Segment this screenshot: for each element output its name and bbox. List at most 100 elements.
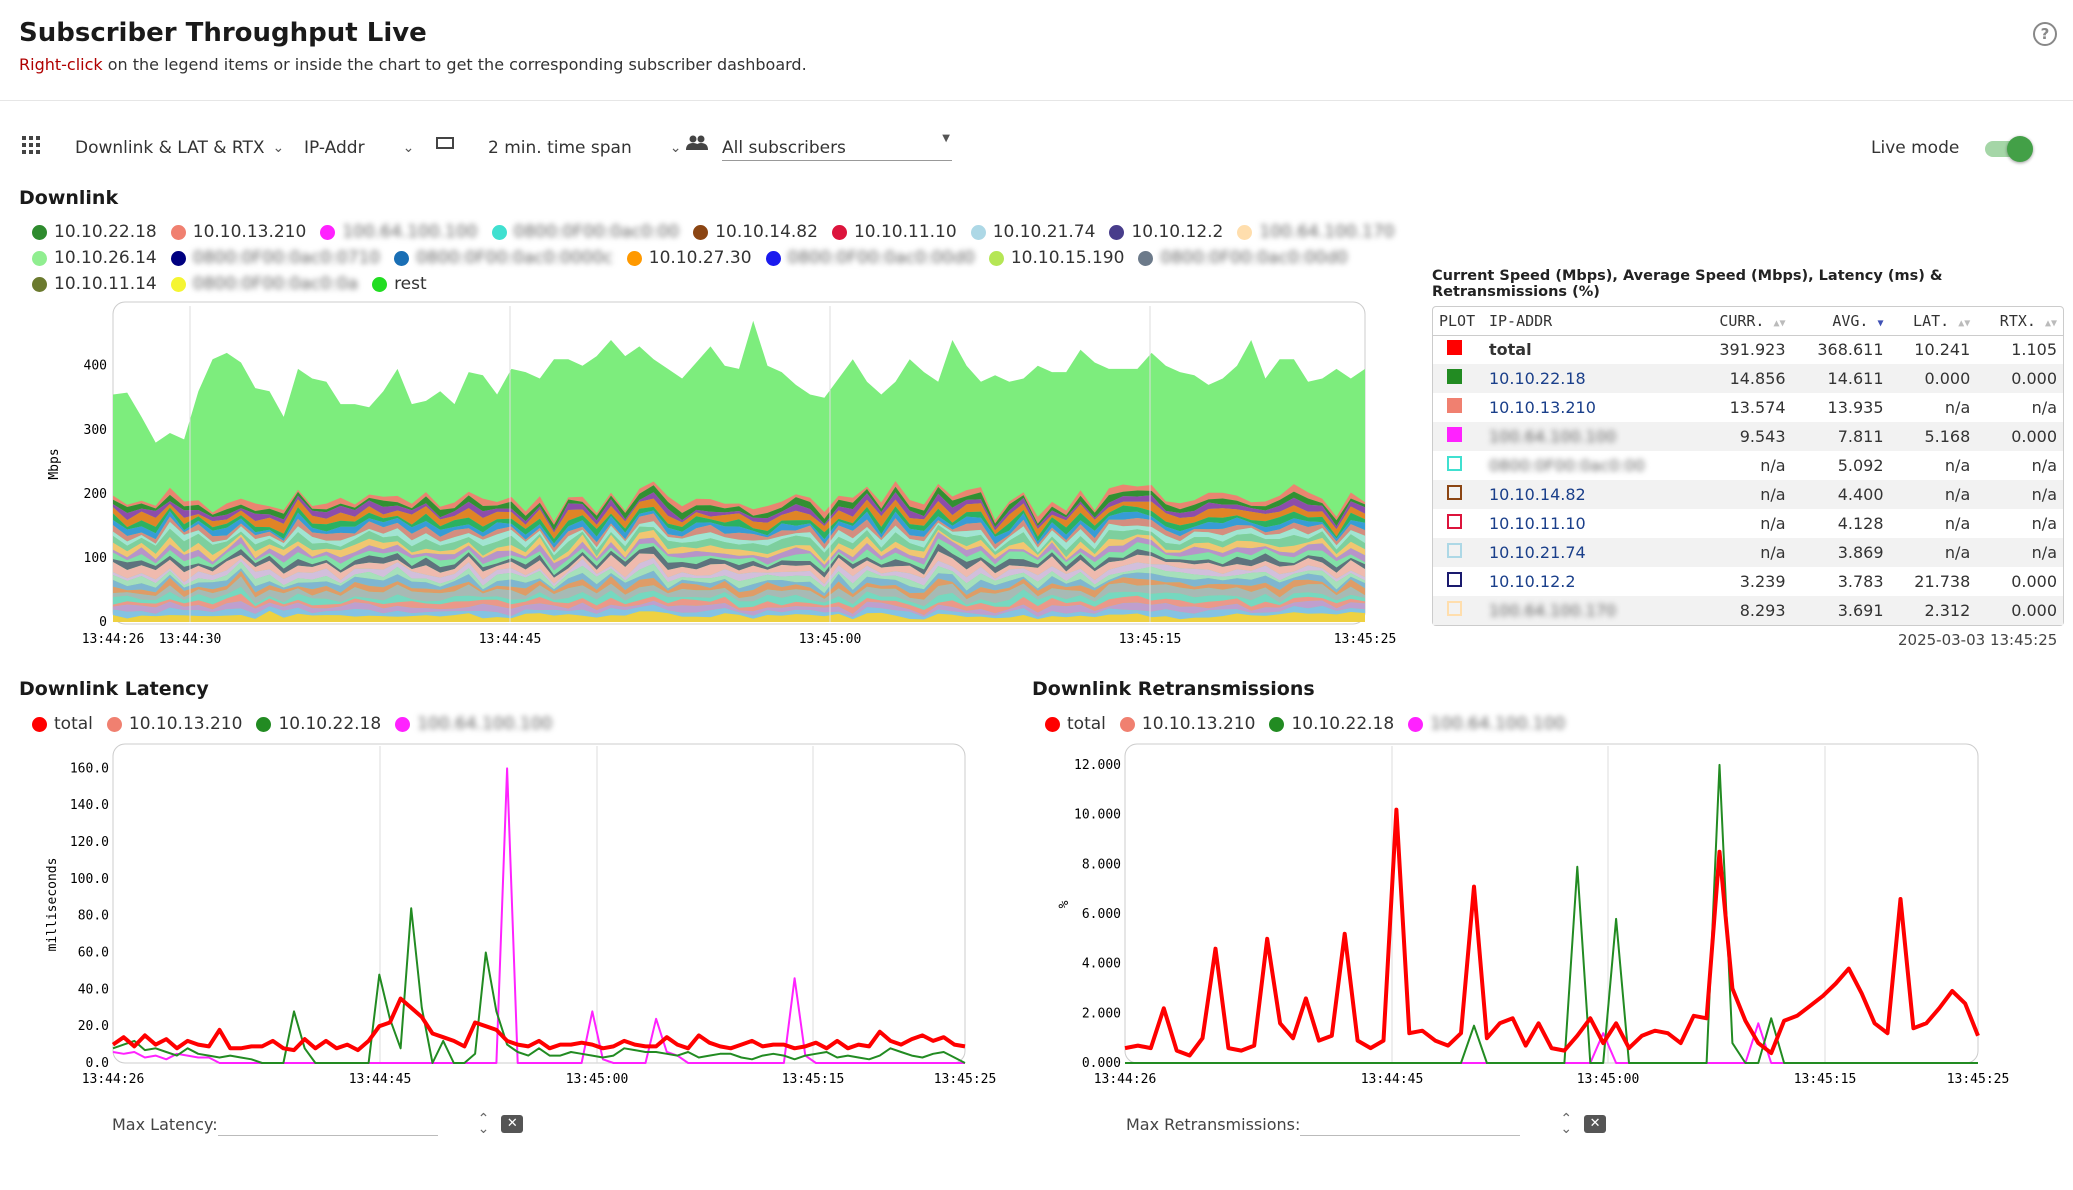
plot-swatch[interactable] (1447, 340, 1462, 356)
legend-item[interactable]: 10.10.13.210 (170, 221, 306, 243)
plot-cell (1433, 364, 1483, 393)
table-row[interactable]: 100.64.100.100 9.543 7.811 5.168 0.000 (1433, 422, 2063, 451)
help-icon[interactable]: ? (2033, 22, 2057, 46)
retrans-chart[interactable]: 12.000 10.000 8.000 6.000 4.000 2.000 0.000% 13… (1010, 738, 2073, 1094)
clear-icon[interactable]: ✕ (1584, 1115, 1607, 1133)
legend-item[interactable]: 100.64.100.100 (395, 713, 552, 735)
plot-swatch[interactable] (1447, 398, 1462, 413)
legend-label: 0800:0F00:0ac0:0a (192, 274, 359, 294)
legend-item[interactable]: 10.10.21.74 (970, 221, 1095, 243)
latency-legend: total 10.10.13.210 10.10.22.18 100.64.100.1… (32, 713, 1012, 735)
legend-item[interactable]: 10.10.11.14 (32, 273, 157, 295)
y-tick-label: 0 (99, 615, 107, 630)
legend-item[interactable]: 0800:0F00:0ac0:00d0 (1138, 247, 1348, 269)
area-subscriber (113, 600, 1365, 618)
plot-swatch[interactable] (1447, 456, 1462, 471)
table-row[interactable]: 10.10.14.82 n/a 4.400 n/a n/a (1433, 480, 2063, 509)
plot-swatch[interactable] (1447, 514, 1462, 529)
legend-swatch (1237, 224, 1253, 240)
curr-cell: n/a (1760, 456, 1786, 475)
legend-item[interactable]: 10.10.11.10 (831, 221, 957, 243)
table-row[interactable]: 10.10.21.74 n/a 3.869 n/a n/a (1433, 538, 2063, 567)
legend-item[interactable]: 100.64.100.100 (320, 221, 478, 243)
legend-item[interactable]: 100.64.100.100 (1408, 713, 1565, 735)
legend-item[interactable]: rest (372, 273, 427, 295)
ip-cell[interactable]: 10.10.11.10 (1483, 509, 1694, 538)
legend-item[interactable]: 10.10.14.82 (693, 221, 818, 243)
header-divider (0, 100, 2073, 101)
ip-cell[interactable]: 10.10.14.82 (1483, 480, 1694, 509)
downlink-chart[interactable]: 400 300 200 100 0 Mbps 13:44:26 13:44:30 13:44:4… (0, 296, 1420, 656)
legend-item[interactable]: 10.10.12.2 (1109, 221, 1223, 243)
table-row[interactable]: 10.10.13.210 13.574 13.935 n/a n/a (1433, 393, 2063, 422)
table-row[interactable]: total 391.923 368.611 10.241 1.105 (1433, 335, 2063, 364)
id-select-value: IP-Addr (304, 138, 365, 158)
clear-icon[interactable]: ✕ (501, 1115, 524, 1133)
table-row[interactable]: 10.10.22.18 14.856 14.611 0.000 0.000 (1433, 364, 2063, 393)
live-mode-toggle[interactable] (1983, 136, 2033, 162)
table-row[interactable]: 100.64.100.170 8.293 3.691 2.312 0.000 (1433, 596, 2063, 625)
legend-item[interactable]: 0800:0F00:0ac0:0a (170, 273, 359, 295)
legend-item[interactable]: 0800:0F00:0ac0:00 (491, 221, 679, 243)
ip-value: total (1489, 340, 1532, 360)
y-tick-label: 100 (84, 551, 107, 566)
rtx-cell: n/a (2031, 456, 2057, 475)
chevron-down-icon: ⌄ (669, 140, 682, 156)
legend-item[interactable]: 10.10.26.14 (32, 247, 157, 269)
plot-swatch[interactable] (1447, 485, 1462, 500)
latency-chart[interactable]: 160.0 140.0 120.0 100.0 80.0 60.0 40.0 20.0 0.0 m… (0, 738, 1010, 1094)
legend-item[interactable]: total (1045, 713, 1106, 735)
ip-cell[interactable]: 10.10.13.210 (1483, 393, 1694, 422)
subscribers-select[interactable]: All subscribers ▼ (722, 131, 952, 161)
grid-menu-icon[interactable] (22, 136, 40, 154)
ip-cell[interactable]: 100.64.100.170 (1483, 596, 1694, 625)
view-select[interactable]: Downlink & LAT & RTX ⌄ (75, 138, 284, 158)
ip-cell[interactable]: 10.10.12.2 (1483, 567, 1694, 596)
y-tick-label: 40.0 (78, 982, 109, 997)
plot-swatch[interactable] (1447, 572, 1462, 587)
legend-item[interactable]: 10.10.22.18 (256, 713, 381, 735)
ip-cell[interactable]: 10.10.22.18 (1483, 364, 1694, 393)
legend-item[interactable]: 10.10.15.190 (988, 247, 1124, 269)
col-lat[interactable]: LAT. ▲▼ (1889, 307, 1977, 336)
max-retrans-input[interactable] (1300, 1112, 1521, 1136)
legend-item[interactable]: 10.10.13.210 (1119, 713, 1255, 735)
legend-item[interactable]: 10.10.22.18 (32, 221, 157, 243)
legend-item[interactable]: 0800:0F00:0ac0:0710 (170, 247, 380, 269)
max-latency-input[interactable] (217, 1112, 438, 1136)
ip-cell[interactable]: 10.10.21.74 (1483, 538, 1694, 567)
ip-cell[interactable]: 100.64.100.100 (1483, 422, 1694, 451)
stepper-icon[interactable]: ⌃ ⌄ (1560, 1111, 1573, 1137)
y-tick-label: 140.0 (70, 798, 109, 813)
legend-item[interactable]: 10.10.22.18 (1269, 713, 1394, 735)
plot-swatch[interactable] (1447, 369, 1462, 384)
table-row[interactable]: 10.10.12.2 3.239 3.783 21.738 0.000 (1433, 567, 2063, 596)
col-rtx[interactable]: RTX. ▲▼ (1976, 307, 2063, 336)
curr-cell: 391.923 (1719, 340, 1786, 360)
legend-item[interactable]: 0800:0F00:0ac0:00d0 (765, 247, 975, 269)
area-subscriber (113, 510, 1365, 548)
stepper-icon[interactable]: ⌃ ⌄ (477, 1111, 490, 1137)
table-row[interactable]: 10.10.11.10 n/a 4.128 n/a n/a (1433, 509, 2063, 538)
legend-swatch (1045, 716, 1060, 732)
legend-item[interactable]: 10.10.13.210 (106, 713, 242, 735)
legend-item[interactable]: 0800:0F00:0ac0:0000c (394, 247, 613, 269)
caret-down-icon: ▼ (942, 133, 950, 144)
table-row[interactable]: 0800:0F00:0ac0:00 n/a 5.092 n/a n/a (1433, 451, 2063, 480)
col-plot[interactable]: PLOT (1433, 307, 1483, 336)
plot-swatch[interactable] (1447, 427, 1462, 442)
plot-swatch[interactable] (1447, 543, 1462, 558)
col-avg[interactable]: AVG. ▼ (1791, 307, 1890, 336)
legend-item[interactable]: 10.10.27.30 (626, 247, 752, 269)
col-ip-addr[interactable]: IP-ADDR (1483, 307, 1694, 336)
y-axis-label: milliseconds (45, 858, 60, 952)
time-span-select[interactable]: 2 min. time span ⌄ (488, 138, 681, 158)
legend-item[interactable]: total (32, 713, 93, 735)
plot-swatch[interactable] (1447, 601, 1462, 616)
col-curr[interactable]: CURR. ▲▼ (1693, 307, 1792, 336)
id-select[interactable]: IP-Addr ⌄ (304, 138, 414, 158)
legend-item[interactable]: 100.64.100.170 (1237, 221, 1395, 243)
monitor-icon[interactable] (436, 137, 454, 151)
ip-cell[interactable]: 0800:0F00:0ac0:00 (1483, 451, 1694, 480)
ip-cell[interactable]: total (1483, 335, 1694, 364)
